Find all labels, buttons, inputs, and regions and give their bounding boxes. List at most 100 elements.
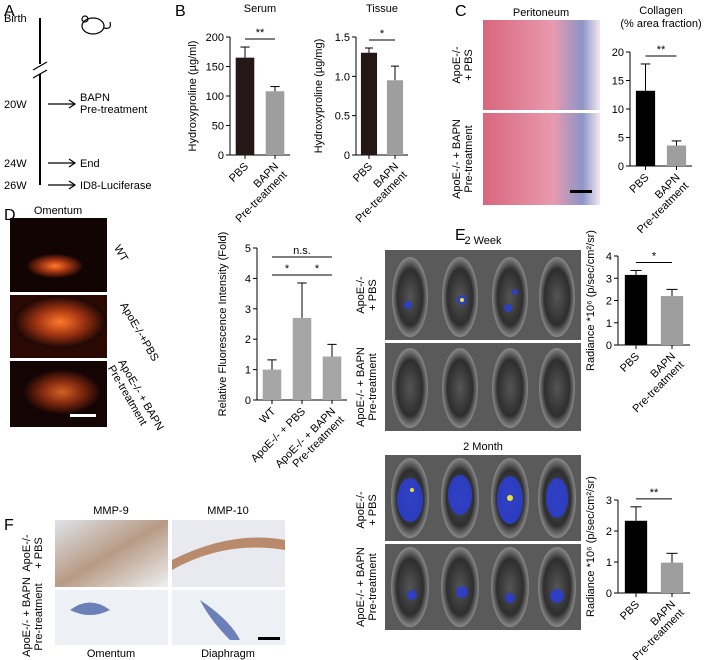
- y-axis-label: Hydroxyproline (µg/ml): [187, 41, 199, 152]
- chart-title: Collagen (% area fraction): [620, 5, 701, 30]
- panel-label: F: [4, 517, 14, 534]
- row-label: Pre-treatment: [367, 553, 379, 620]
- row-label: ApoE-/-: [355, 276, 367, 314]
- panel-label: B: [175, 3, 186, 20]
- y-tick-label: 3: [245, 304, 251, 316]
- timepoint: 2 Week: [464, 235, 502, 247]
- row-label: ApoE-/- + BAPNPre-treatment: [21, 577, 45, 657]
- row-label: + PBS: [463, 49, 475, 81]
- y-tick-label: 0: [245, 395, 251, 407]
- row-label: ApoE-/- + BAPN: [451, 119, 463, 199]
- x-tick-label: PBS: [628, 172, 652, 196]
- row-label: ApoE-/-: [21, 534, 33, 572]
- bioluminescence-images: [385, 250, 581, 630]
- bar: [262, 369, 282, 400]
- significance-label: **: [256, 27, 265, 39]
- y-tick-label: 0.5: [335, 111, 350, 123]
- timeline-time: 24W: [4, 158, 27, 170]
- column-label: MMP-9: [93, 505, 128, 517]
- timeline-event: ID8-Luciferase: [80, 180, 152, 192]
- histology-images: [483, 20, 600, 205]
- y-tick-label: 10: [612, 104, 624, 116]
- significance-label: *: [652, 250, 657, 262]
- y-axis-label: Hydroxyproline (µg/mg): [313, 39, 325, 154]
- row-label: ApoE-/-+ PBS: [355, 276, 379, 314]
- timepoint: 2 Month: [463, 441, 503, 453]
- significance-label: n.s.: [293, 245, 311, 257]
- x-tick-label: ApoE-/- + BAPNPre-treatment: [273, 406, 346, 479]
- row-label: ApoE-/- + BAPN: [355, 347, 367, 427]
- chart-title: Serum: [244, 3, 276, 15]
- row-label: Pre-treatment: [33, 583, 45, 650]
- row-label: + PBS: [367, 279, 379, 311]
- timeline-event: Pre-treatment: [80, 104, 147, 116]
- y-tick-label: 50: [212, 121, 224, 133]
- bar: [265, 91, 285, 155]
- y-tick-label: 5: [245, 243, 251, 255]
- ihc-images: [55, 520, 285, 645]
- significance-label: **: [657, 44, 666, 56]
- y-tick-label: 4: [245, 273, 251, 285]
- bar: [386, 80, 404, 155]
- y-axis-label: Radiance *10⁶ (p/sec/cm²/sr): [585, 476, 597, 617]
- x-tick-label: PBS: [618, 599, 642, 623]
- row-label: ApoE-/- + BAPN: [355, 547, 367, 627]
- timeline-time: Birth: [4, 13, 27, 25]
- bar: [666, 145, 687, 166]
- timeline-time: 20W: [4, 99, 27, 111]
- timeline-graphic: [32, 15, 111, 190]
- bar: [624, 274, 648, 345]
- y-tick-label: 1: [606, 318, 612, 330]
- y-tick-label: 100: [206, 91, 224, 103]
- y-tick-label: 15: [612, 76, 624, 88]
- y-tick-label: 1: [245, 365, 251, 377]
- bar: [624, 520, 648, 593]
- bar: [360, 52, 378, 155]
- x-tick-label: PBS: [628, 172, 652, 196]
- y-tick-label: 2: [245, 334, 251, 346]
- timeline-event: BAPN: [80, 92, 110, 104]
- significance-label: **: [650, 487, 659, 499]
- y-tick-label: 4: [606, 251, 612, 263]
- fluorescence-images: [10, 218, 107, 427]
- panel-label: A: [4, 3, 15, 20]
- bar: [660, 562, 684, 593]
- bar: [292, 317, 312, 400]
- tissue-label: Omentum: [87, 648, 135, 660]
- timeline-event: End: [80, 158, 100, 170]
- x-tick-label: PBS: [618, 351, 642, 375]
- row-label: ApoE-/- + BAPN: [21, 577, 33, 657]
- y-tick-label: 0: [344, 150, 350, 162]
- row-label: ApoE-/- + BAPNPre-treatment: [451, 119, 475, 199]
- row-label: ApoE-/- + BAPNPre-treatment: [105, 358, 166, 439]
- row-label: ApoE-/-: [355, 491, 367, 529]
- significance-label: *: [315, 263, 320, 275]
- chart-title: Tissue: [366, 3, 398, 15]
- panel-label: C: [455, 3, 467, 20]
- chart-title: Serum: [244, 3, 276, 15]
- x-tick-label: PBS: [227, 161, 251, 185]
- image-title: Peritoneum: [513, 7, 569, 19]
- x-tick-label: BAPNPre-treatment: [345, 161, 410, 226]
- row-label: ApoE-/-+PBS: [117, 301, 160, 364]
- bar: [660, 296, 684, 345]
- row-label: Pre-treatment: [463, 125, 475, 192]
- timeline-event: End: [80, 158, 100, 170]
- row-label: + PBS: [367, 494, 379, 526]
- row-label: ApoE-/-+ PBS: [355, 491, 379, 529]
- timeline-event: ID8-Luciferase: [80, 180, 152, 192]
- timeline-event: BAPN Pre-treatment: [80, 92, 147, 116]
- y-tick-label: 150: [206, 62, 224, 74]
- row-label: ApoE-/-: [451, 46, 463, 84]
- x-tick-label: WT: [258, 405, 279, 426]
- significance-label: *: [380, 28, 385, 40]
- x-tick-label: PBS: [227, 161, 251, 185]
- chart-title: Tissue: [366, 3, 398, 15]
- chart-title: Collagen: [639, 5, 682, 17]
- x-tick-label: PBS: [618, 599, 642, 623]
- column-label: MMP-10: [207, 505, 249, 517]
- y-tick-label: 3: [606, 495, 612, 507]
- y-tick-label: 3: [606, 273, 612, 285]
- x-tick-label: PBS: [618, 351, 642, 375]
